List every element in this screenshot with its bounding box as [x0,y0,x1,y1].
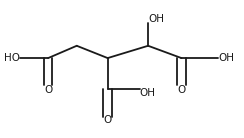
Text: O: O [177,85,185,95]
Text: OH: OH [218,53,234,63]
Text: OH: OH [140,88,156,98]
Text: OH: OH [148,14,164,24]
Text: O: O [103,115,112,125]
Text: O: O [44,85,52,95]
Text: HO: HO [4,53,20,63]
